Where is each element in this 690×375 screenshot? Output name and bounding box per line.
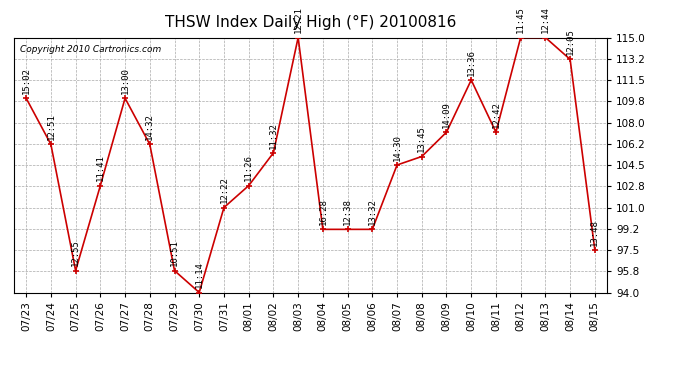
Text: 14:30: 14:30 [393, 134, 402, 161]
Text: Copyright 2010 Cartronics.com: Copyright 2010 Cartronics.com [20, 45, 161, 54]
Text: 10:51: 10:51 [170, 240, 179, 267]
Text: 12:05: 12:05 [566, 28, 575, 55]
Text: 13:00: 13:00 [121, 67, 130, 94]
Text: 11:41: 11:41 [96, 154, 105, 182]
Text: 12:51: 12:51 [46, 113, 55, 140]
Text: 12:22: 12:22 [219, 177, 228, 203]
Text: THSW Index Daily High (°F) 20100816: THSW Index Daily High (°F) 20100816 [165, 15, 456, 30]
Text: 12:44: 12:44 [541, 6, 550, 33]
Text: 11:26: 11:26 [244, 154, 253, 182]
Text: 12:38: 12:38 [343, 198, 352, 225]
Text: 12:42: 12:42 [491, 101, 500, 128]
Text: 12:21: 12:21 [294, 6, 303, 33]
Text: 14:32: 14:32 [146, 113, 155, 140]
Text: 11:45: 11:45 [516, 6, 525, 33]
Text: 11:14: 11:14 [195, 261, 204, 288]
Text: 11:32: 11:32 [269, 122, 278, 149]
Text: 16:28: 16:28 [318, 198, 327, 225]
Text: 13:32: 13:32 [368, 198, 377, 225]
Text: 12:55: 12:55 [71, 240, 80, 267]
Text: 13:45: 13:45 [417, 126, 426, 152]
Text: 15:02: 15:02 [21, 67, 30, 94]
Text: 13:36: 13:36 [466, 49, 475, 76]
Text: 13:48: 13:48 [591, 219, 600, 246]
Text: 14:09: 14:09 [442, 101, 451, 128]
